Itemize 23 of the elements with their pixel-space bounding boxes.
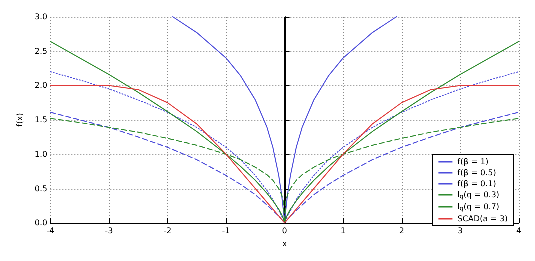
y-tick-label: 2.5 xyxy=(34,46,48,56)
y-tick-label: 0.5 xyxy=(34,184,48,194)
legend-label: f(β = 0.1) xyxy=(458,180,496,188)
line-series xyxy=(50,41,520,224)
y-tick-label: 1.5 xyxy=(34,116,48,125)
y-tick-label: 0.0 xyxy=(34,218,48,228)
y-tick-label: 1.0 xyxy=(34,150,48,159)
x-tick-label: -4 xyxy=(46,226,55,236)
x-axis-title: x xyxy=(282,240,288,248)
y-tick-label: 2.0 xyxy=(34,81,48,90)
y-tick-label: 3.0 xyxy=(34,12,48,22)
x-tick-label: -3 xyxy=(105,226,114,236)
x-tick-label: 3 xyxy=(458,226,463,236)
y-axis-title: f(x) xyxy=(16,113,24,127)
x-tick-label: 0 xyxy=(282,226,288,236)
legend-label: f(β = 0.5) xyxy=(458,168,496,178)
x-tick-label: -2 xyxy=(164,226,172,236)
x-tick-label: 2 xyxy=(399,226,404,236)
x-tick-label: 4 xyxy=(516,226,522,236)
x-tick-label: -1 xyxy=(222,226,230,236)
legend-label: SCAD(a = 3) xyxy=(458,214,508,224)
x-tick-label: 1 xyxy=(340,226,346,236)
legend-label: f(β = 1) xyxy=(458,158,489,166)
